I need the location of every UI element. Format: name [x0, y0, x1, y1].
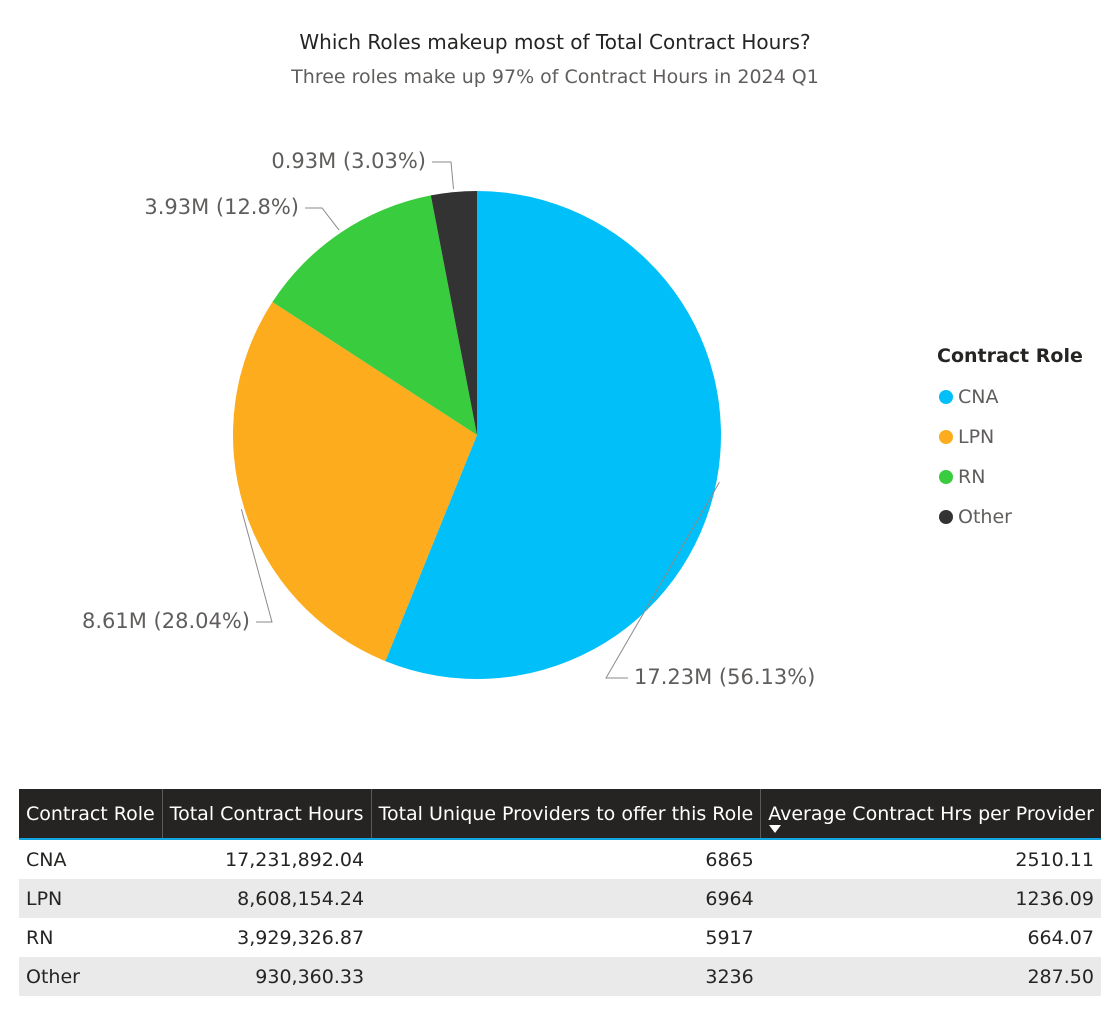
- data-label-rn: 3.93M (12.8%): [144, 195, 299, 219]
- pie-slice-lpn[interactable]: [233, 302, 477, 662]
- table-cell-hours: 3,929,326.87: [237, 926, 365, 949]
- column-header-contract-role[interactable]: Contract Role: [19, 789, 163, 839]
- data-table: Contract Role Total Contract Hours Total…: [19, 789, 1101, 996]
- legend-label-lpn: LPN: [958, 426, 995, 448]
- legend-title: Contract Role: [937, 345, 1083, 367]
- table-cell-role: CNA: [26, 848, 67, 871]
- legend: Contract Role CNA LPN RN Other: [937, 345, 1083, 537]
- table-row[interactable]: LPN 8,608,154.24 6964 1236.09: [19, 879, 1101, 918]
- data-label-lpn: 8.61M (28.04%): [82, 609, 250, 633]
- table-row[interactable]: CNA 17,231,892.04 6865 2510.11: [19, 839, 1101, 879]
- table-cell-average: 2510.11: [1015, 848, 1094, 871]
- table-cell-providers: 3236: [371, 957, 761, 996]
- leader-line-cna: [605, 482, 720, 679]
- chart-title: Which Roles makeup most of Total Contrac…: [299, 30, 811, 54]
- table-cell-role: RN: [26, 926, 54, 949]
- table-cell-hours: 930,360.33: [162, 957, 372, 996]
- pie-chart: 17.23M (56.13%) 8.61M (28.04%) 3.93M (12.8…: [82, 149, 815, 689]
- column-header-total-contract-hours[interactable]: Total Contract Hours: [162, 789, 372, 839]
- table-cell-average: 664.07: [1027, 926, 1094, 949]
- legend-item-rn[interactable]: RN: [937, 457, 1083, 497]
- sort-descending-icon: [769, 825, 782, 833]
- chart-subtitle: Three roles make up 97% of Contract Hour…: [291, 66, 819, 88]
- legend-swatch-cna: [939, 390, 953, 404]
- legend-swatch-rn: [939, 470, 953, 484]
- leader-line-rn: [305, 207, 340, 231]
- legend-label-other: Other: [958, 506, 1012, 528]
- legend-item-lpn[interactable]: LPN: [937, 417, 1083, 457]
- table-cell-hours: 17,231,892.04: [225, 848, 365, 871]
- table-cell-providers: 5917: [705, 926, 754, 949]
- table-cell-role: LPN: [19, 879, 163, 918]
- table-cell-providers: 6865: [705, 848, 754, 871]
- data-label-cna: 17.23M (56.13%): [634, 665, 815, 689]
- pie-slice-rn[interactable]: [272, 195, 477, 435]
- data-label-other: 0.93M (3.03%): [271, 149, 426, 173]
- table-row[interactable]: RN 3,929,326.87 5917 664.07: [19, 918, 1101, 957]
- leader-line-lpn: [240, 508, 273, 623]
- table-cell-average: 287.50: [760, 957, 1101, 996]
- legend-swatch-other: [939, 510, 953, 524]
- column-header-average-contract-hrs[interactable]: Average Contract Hrs per Provider: [760, 789, 1101, 839]
- table-row[interactable]: Other 930,360.33 3236 287.50: [19, 957, 1101, 996]
- legend-label-cna: CNA: [958, 386, 999, 408]
- legend-item-other[interactable]: Other: [937, 497, 1083, 537]
- table-cell-average: 1236.09: [760, 879, 1101, 918]
- pie-slice-other[interactable]: [430, 191, 477, 435]
- table-cell-hours: 8,608,154.24: [162, 879, 372, 918]
- legend-item-cna[interactable]: CNA: [937, 377, 1083, 417]
- column-header-total-unique-providers[interactable]: Total Unique Providers to offer this Rol…: [371, 789, 762, 839]
- table-cell-providers: 6964: [371, 879, 761, 918]
- pie-slice-cna[interactable]: [385, 191, 721, 680]
- legend-label-rn: RN: [958, 466, 986, 488]
- column-header-average-contract-hrs-label: Average Contract Hrs per Provider: [768, 802, 1094, 825]
- leader-line-other: [432, 161, 455, 190]
- legend-swatch-lpn: [939, 430, 953, 444]
- table-header-row: Contract Role Total Contract Hours Total…: [19, 789, 1101, 839]
- table-cell-role: Other: [19, 957, 163, 996]
